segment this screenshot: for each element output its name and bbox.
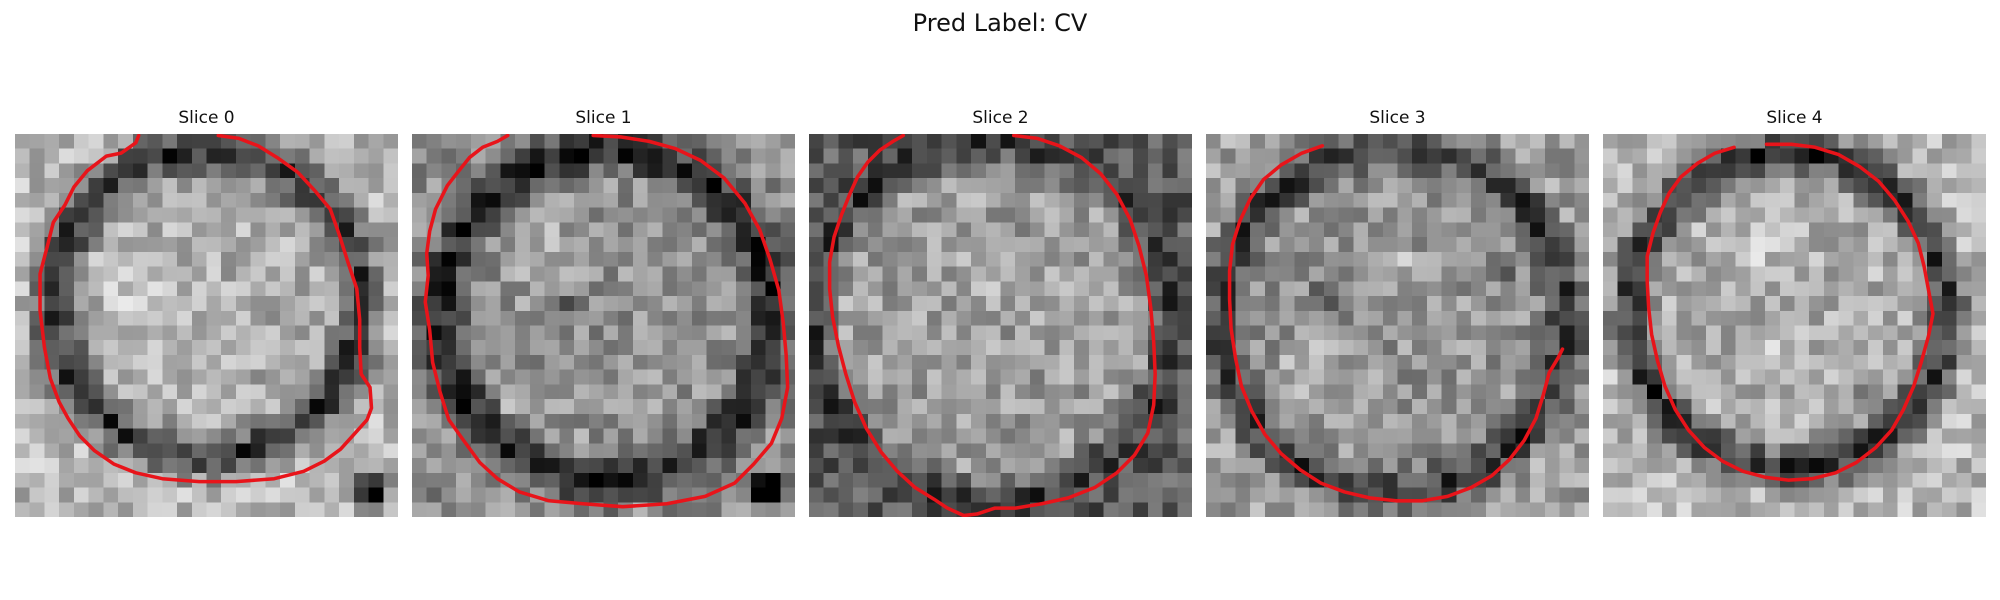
slice-title-2: Slice 2 <box>972 108 1029 128</box>
segmentation-contour-4 <box>1645 142 1935 482</box>
slice-panel-0: Slice 0 <box>15 108 398 517</box>
slice-pixels-2 <box>809 134 1192 517</box>
slice-image-3 <box>1206 134 1589 517</box>
slice-image-4 <box>1603 134 1986 517</box>
segmentation-contour-0 <box>38 134 374 484</box>
slice-pixels-0 <box>15 134 398 517</box>
slice-pixels-4 <box>1603 134 1986 517</box>
slice-title-1: Slice 1 <box>575 108 632 128</box>
slice-image-0 <box>15 134 398 517</box>
segmentation-contour-1 <box>423 134 790 509</box>
slice-panel-1: Slice 1 <box>412 108 795 517</box>
slice-panel-3: Slice 3 <box>1206 108 1589 517</box>
segmentation-contour-3 <box>1227 144 1565 503</box>
slice-pixels-1 <box>412 134 795 517</box>
slice-title-4: Slice 4 <box>1766 108 1823 128</box>
slice-pixels-3 <box>1206 134 1589 517</box>
figure-title: Pred Label: CV <box>912 9 1088 37</box>
slice-panel-4: Slice 4 <box>1603 108 1986 517</box>
slice-image-2 <box>809 134 1192 517</box>
slice-title-3: Slice 3 <box>1369 108 1426 128</box>
slice-image-1 <box>412 134 795 517</box>
slice-panel-2: Slice 2 <box>809 108 1192 517</box>
slice-title-0: Slice 0 <box>178 108 235 128</box>
segmentation-contour-2 <box>827 134 1157 517</box>
